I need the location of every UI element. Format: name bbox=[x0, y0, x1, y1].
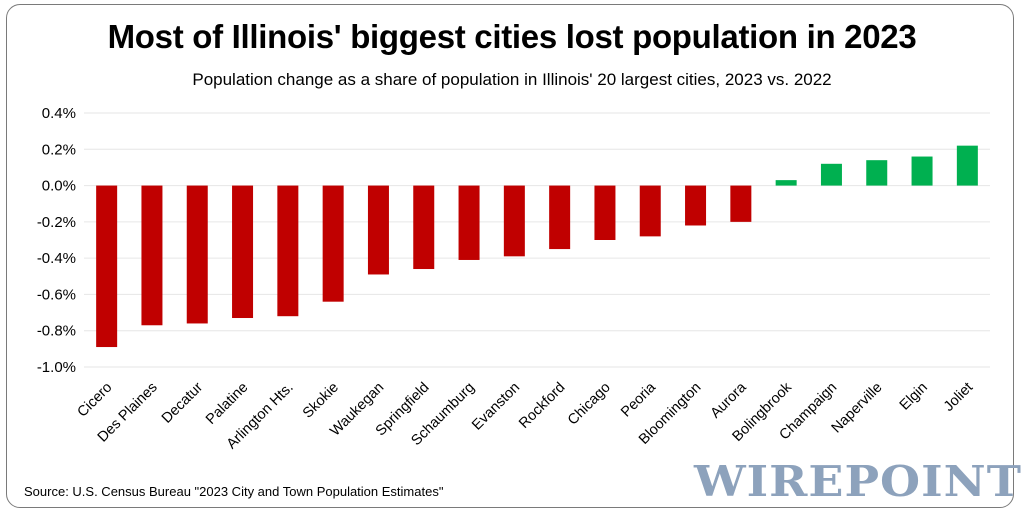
bar bbox=[413, 185, 435, 270]
y-tick-label: -1.0% bbox=[37, 359, 76, 376]
category-label: Elgin bbox=[897, 380, 931, 414]
bar bbox=[775, 180, 797, 186]
y-tick-label: -0.6% bbox=[37, 286, 76, 303]
y-tick-label: 0.4% bbox=[42, 105, 76, 122]
bar bbox=[685, 185, 707, 226]
category-label: Joliet bbox=[941, 380, 976, 415]
bar bbox=[820, 163, 842, 186]
wirepoints-watermark: WIREPOINTS bbox=[694, 456, 1024, 506]
bar bbox=[232, 185, 254, 319]
chart-subtitle: Population change as a share of populati… bbox=[192, 70, 832, 89]
y-tick-label: 0.0% bbox=[42, 178, 76, 195]
category-label: Peoria bbox=[618, 379, 660, 421]
category-label: Aurora bbox=[708, 379, 751, 422]
category-label: Decatur bbox=[159, 379, 206, 426]
bar bbox=[141, 185, 163, 326]
bar bbox=[322, 185, 344, 302]
bar bbox=[186, 185, 208, 324]
source-note: Source: U.S. Census Bureau "2023 City an… bbox=[24, 484, 444, 499]
y-tick-label: -0.8% bbox=[37, 323, 76, 340]
category-label: Chicago bbox=[565, 380, 614, 429]
bar bbox=[639, 185, 661, 237]
category-label: Rockford bbox=[516, 380, 568, 432]
bar bbox=[367, 185, 389, 275]
y-tick-label: -0.2% bbox=[37, 214, 76, 231]
bar bbox=[96, 185, 118, 348]
bar bbox=[730, 185, 752, 222]
bar bbox=[911, 156, 933, 186]
category-label: Skokie bbox=[300, 380, 342, 422]
bar bbox=[277, 185, 299, 317]
bar bbox=[503, 185, 525, 257]
y-tick-label: -0.4% bbox=[37, 250, 76, 267]
category-label: Evanston bbox=[469, 380, 523, 434]
y-tick-label: 0.2% bbox=[42, 141, 76, 158]
category-label: Cicero bbox=[75, 380, 116, 421]
bar bbox=[594, 185, 616, 240]
chart-title: Most of Illinois' biggest cities lost po… bbox=[107, 18, 917, 55]
bar bbox=[458, 185, 480, 260]
bar bbox=[549, 185, 571, 250]
bar bbox=[866, 160, 888, 186]
bar bbox=[956, 145, 978, 186]
